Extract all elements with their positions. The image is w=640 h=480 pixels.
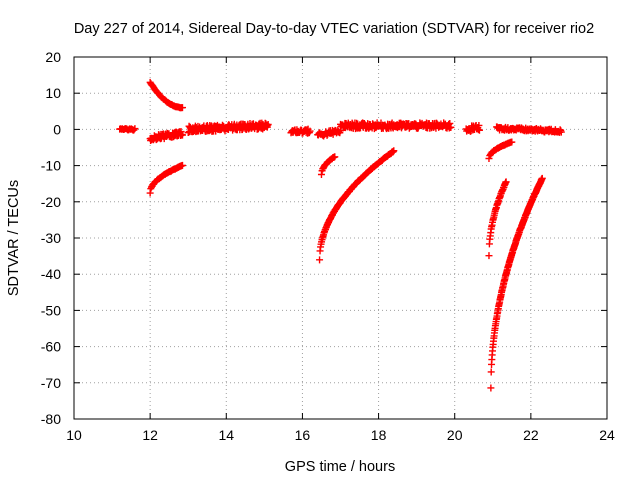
x-tick-label: 20 (447, 427, 463, 443)
data-series (337, 119, 455, 133)
data-point (179, 131, 187, 139)
data-series (146, 161, 187, 197)
data-point (390, 147, 398, 155)
data-point (557, 128, 565, 136)
x-tick-labels: 10 12 14 16 18 20 22 24 (66, 427, 615, 443)
data-point (538, 174, 546, 182)
y-tick-label: 20 (45, 49, 61, 65)
data-point (130, 126, 138, 134)
y-tick-labels: -80 -70 -60 -50 -40 -30 -20 -10 0 10 20 (41, 49, 61, 427)
y-tick-label: -20 (41, 194, 61, 210)
data-series (493, 123, 565, 136)
y-tick-label: -80 (41, 411, 61, 427)
data-series (316, 147, 398, 264)
x-tick-label: 18 (371, 427, 387, 443)
data-series (485, 178, 510, 260)
data-series (146, 78, 187, 112)
x-tick-label: 22 (523, 427, 539, 443)
y-tick-label: -70 (41, 375, 61, 391)
data-point (131, 125, 139, 133)
data-point (487, 368, 495, 376)
y-axis-label: SDTVAR / TECUs (6, 180, 22, 296)
data-series (317, 153, 339, 179)
y-tick-label: 0 (53, 121, 61, 137)
data-series (485, 138, 516, 163)
x-axis-label: GPS time / hours (285, 459, 395, 475)
data-point (306, 127, 314, 135)
x-tick-label: 16 (295, 427, 311, 443)
x-tick-label: 24 (599, 427, 615, 443)
y-tick-label: -60 (41, 339, 61, 355)
x-tick-label: 12 (142, 427, 158, 443)
x-tick-label: 10 (66, 427, 82, 443)
data-series (314, 126, 344, 140)
x-tick-label: 14 (218, 427, 234, 443)
data-point (485, 252, 493, 260)
y-tick-label: -40 (41, 266, 61, 282)
y-tick-label: -50 (41, 302, 61, 318)
data-series (184, 119, 272, 137)
data-points (116, 78, 565, 392)
data-point (331, 153, 339, 161)
data-series (146, 128, 187, 145)
chart-title: Day 227 of 2014, Sidereal Day-to-day VTE… (74, 21, 594, 37)
data-series (487, 174, 546, 392)
data-series (287, 125, 314, 137)
data-point (487, 384, 495, 392)
data-point (447, 123, 455, 131)
data-series (116, 125, 139, 134)
y-tick-label: 10 (45, 85, 61, 101)
y-tick-label: -10 (41, 158, 61, 174)
data-point (264, 120, 272, 128)
data-point (475, 126, 483, 134)
data-point (316, 256, 324, 264)
data-point (179, 104, 187, 112)
data-series (462, 121, 483, 135)
data-point (508, 138, 516, 146)
data-point (502, 178, 510, 186)
y-tick-label: -30 (41, 230, 61, 246)
data-point (179, 161, 187, 169)
plot-border (73, 56, 608, 420)
